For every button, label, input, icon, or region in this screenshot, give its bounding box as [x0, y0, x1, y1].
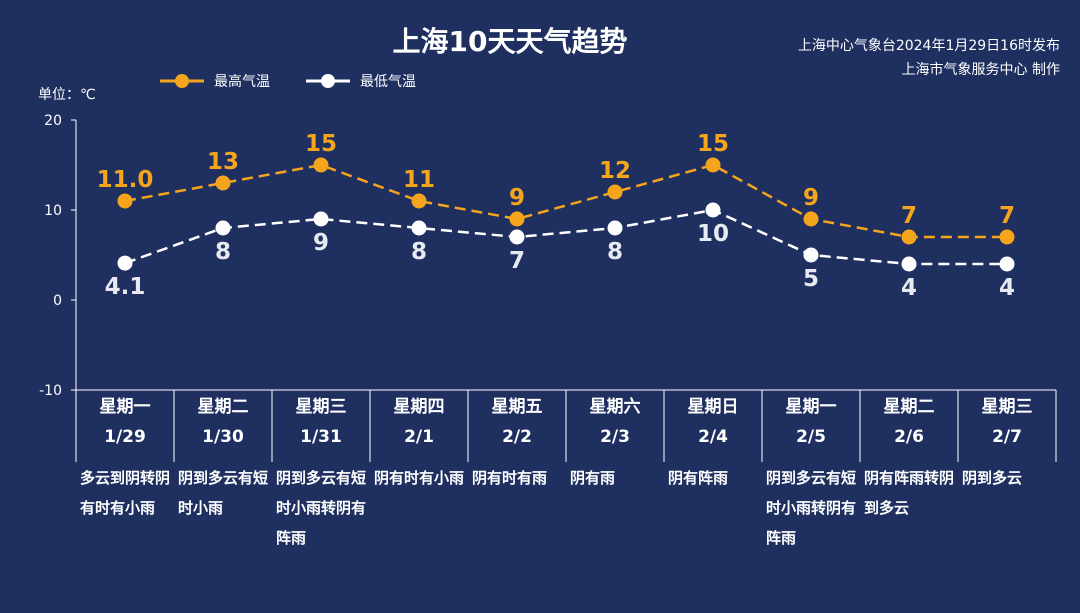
- data-label-low: 4: [999, 275, 1015, 301]
- data-label-low: 5: [803, 266, 819, 292]
- data-point-low: [215, 220, 231, 236]
- chart-title: 上海10天天气趋势: [392, 25, 628, 58]
- day-header: 星期二 2/6: [860, 392, 958, 464]
- data-label-high: 11.0: [97, 167, 154, 193]
- legend-label-low: 最低气温: [360, 74, 416, 90]
- data-point-low: [313, 211, 329, 227]
- series-line-high: [124, 163, 1007, 239]
- legend: 最高气温 最低气温: [160, 70, 452, 92]
- y-tick-label: 0: [53, 293, 62, 309]
- date-label: 2/5: [796, 427, 826, 447]
- date-label: 1/30: [202, 427, 244, 447]
- data-label-low: 4: [901, 275, 917, 301]
- weekday-label: 星期六: [589, 397, 641, 417]
- data-label-high: 13: [207, 149, 239, 175]
- weather-description: 阴有时有小雨: [374, 469, 465, 487]
- y-tick-label: 20: [44, 113, 62, 129]
- date-label: 2/4: [698, 427, 728, 447]
- weather-description: 阴有雨: [570, 469, 616, 487]
- data-point-high: [999, 229, 1015, 245]
- date-label: 2/6: [894, 427, 924, 447]
- day-header: 星期三 2/7: [958, 392, 1056, 464]
- source-line-1: 上海中心气象台2024年1月29日16时发布: [797, 38, 1060, 54]
- day-header: 星期六 2/3: [566, 392, 664, 464]
- data-label-high: 9: [803, 185, 819, 211]
- legend-label-high: 最高气温: [214, 74, 270, 90]
- weekday-label: 星期日: [687, 397, 739, 417]
- data-point-high: [411, 193, 427, 209]
- legend-swatch-high: [160, 74, 204, 88]
- weekday-label: 星期一: [99, 397, 151, 417]
- date-label: 1/31: [300, 427, 342, 447]
- data-label-high: 11: [403, 167, 435, 193]
- data-label-low: 8: [411, 239, 427, 265]
- date-label: 1/29: [104, 427, 146, 447]
- data-label-high: 12: [599, 158, 631, 184]
- date-label: 2/7: [992, 427, 1022, 447]
- source-line-2: 上海市气象服务中心 制作: [901, 62, 1060, 78]
- y-axis-unit: 单位：℃: [38, 87, 96, 103]
- weekday-label: 星期一: [785, 397, 837, 417]
- date-label: 2/1: [404, 427, 434, 447]
- y-tick-label: -10: [39, 383, 62, 399]
- data-point-low: [607, 220, 623, 236]
- data-point-low: [509, 229, 525, 245]
- y-tick-label: 10: [44, 203, 62, 219]
- data-point-low: [999, 256, 1015, 272]
- date-label: 2/3: [600, 427, 630, 447]
- data-point-low: [803, 247, 819, 263]
- legend-item-low: 最低气温: [306, 71, 416, 91]
- data-label-high: 15: [305, 131, 337, 157]
- day-header: 星期一 1/29: [76, 392, 174, 464]
- day-header: 星期三 1/31: [272, 392, 370, 464]
- data-label-high: 9: [509, 185, 525, 211]
- weather-description: 阴有阵雨: [668, 469, 729, 487]
- weather-description: 阴到多云有短时小雨转阴有阵雨: [766, 469, 857, 547]
- data-point-high: [901, 229, 917, 245]
- data-point-low: [901, 256, 917, 272]
- weather-description: 阴到多云有短时小雨: [178, 469, 269, 517]
- day-header: 星期四 2/1: [370, 392, 468, 464]
- data-label-low: 9: [313, 230, 329, 256]
- data-point-high: [215, 175, 231, 191]
- weather-description: 阴到多云有短时小雨转阴有阵雨: [276, 469, 367, 547]
- weekday-label: 星期三: [981, 397, 1033, 417]
- day-header: 星期二 1/30: [174, 392, 272, 464]
- legend-swatch-low: [306, 74, 350, 88]
- weekday-label: 星期五: [491, 397, 543, 417]
- series-line-low: [124, 208, 1007, 266]
- weather-description: 阴有时有雨: [472, 469, 548, 487]
- data-label-high: 15: [697, 131, 729, 157]
- day-header: 星期五 2/2: [468, 392, 566, 464]
- data-point-high: [313, 157, 329, 173]
- data-point-high: [509, 211, 525, 227]
- data-point-high: [117, 193, 133, 209]
- legend-item-high: 最高气温: [160, 71, 270, 91]
- data-label-low: 4.1: [105, 274, 146, 300]
- weather-description: 阴有阵雨转阴到多云: [864, 469, 955, 517]
- data-point-low: [117, 255, 133, 271]
- day-header: 星期日 2/4: [664, 392, 762, 464]
- data-point-low: [411, 220, 427, 236]
- data-label-low: 10: [697, 221, 729, 247]
- weekday-label: 星期二: [197, 397, 249, 417]
- data-label-high: 7: [901, 203, 917, 229]
- data-point-high: [803, 211, 819, 227]
- data-label-low: 8: [215, 239, 231, 265]
- data-point-high: [607, 184, 623, 200]
- data-point-high: [705, 157, 721, 173]
- weekday-label: 星期三: [295, 397, 347, 417]
- date-label: 2/2: [502, 427, 532, 447]
- source-info: 上海中心气象台2024年1月29日16时发布 上海市气象服务中心 制作: [798, 34, 1060, 82]
- weather-description: 阴到多云: [962, 469, 1023, 487]
- data-label-low: 7: [509, 248, 525, 274]
- weather-description: 多云到阴转阴有时有小雨: [80, 469, 171, 517]
- day-header: 星期一 2/5: [762, 392, 860, 464]
- weekday-label: 星期二: [883, 397, 935, 417]
- data-point-low: [705, 202, 721, 218]
- data-label-high: 7: [999, 203, 1015, 229]
- weekday-label: 星期四: [393, 397, 445, 417]
- data-label-low: 8: [607, 239, 623, 265]
